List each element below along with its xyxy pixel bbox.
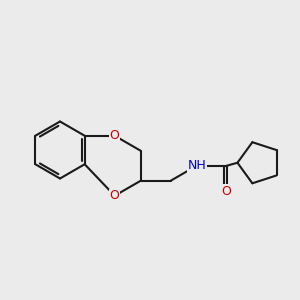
Text: O: O [110, 129, 120, 142]
Text: O: O [222, 185, 232, 198]
Text: NH: NH [187, 159, 206, 172]
Text: O: O [110, 189, 120, 202]
